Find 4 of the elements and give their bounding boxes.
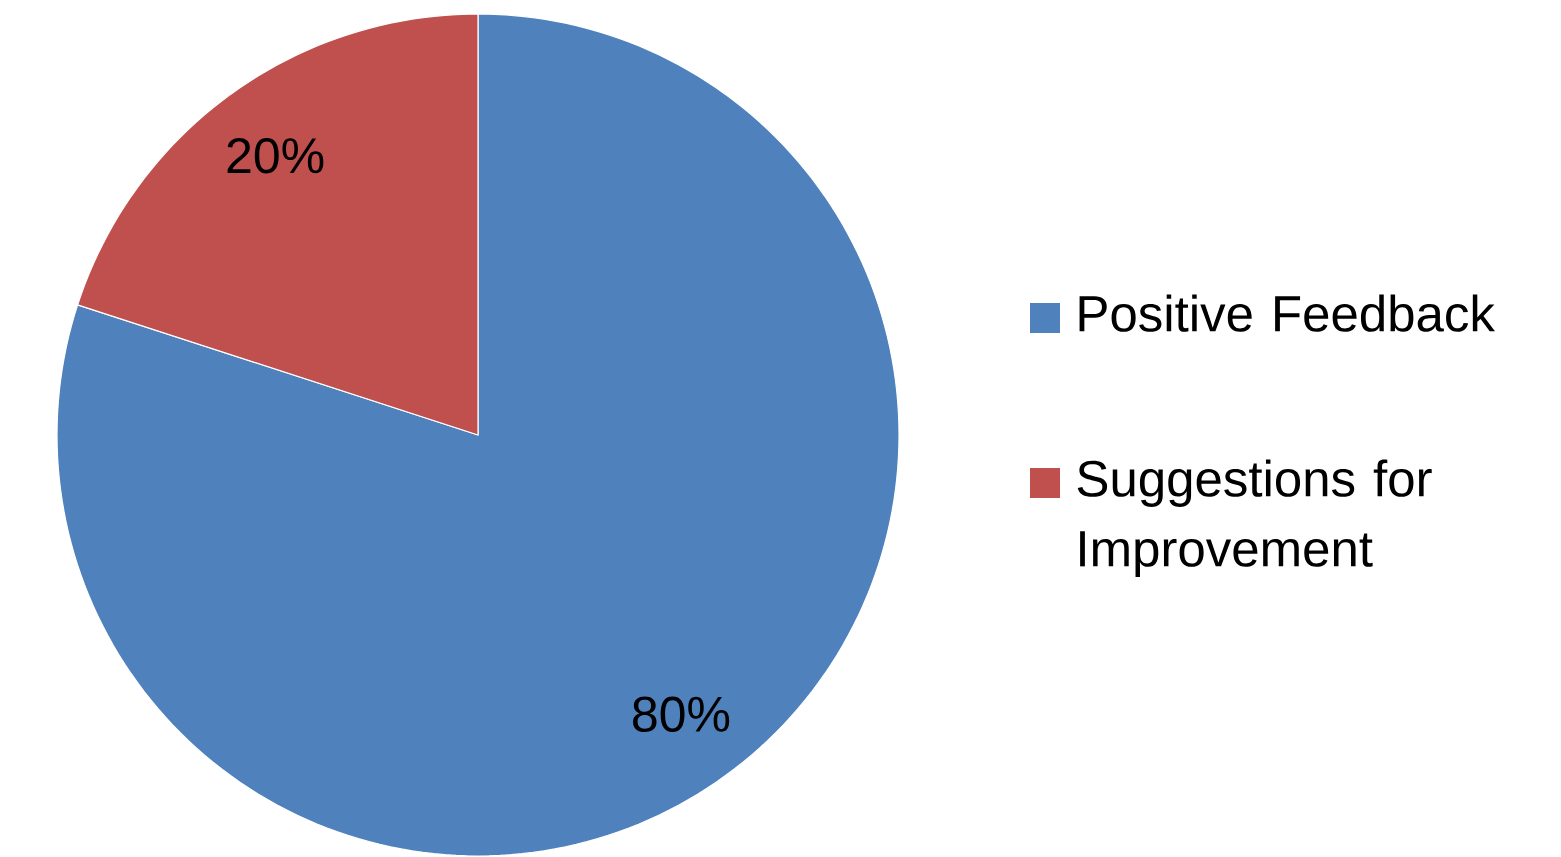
legend-label: Suggestions for Improvement — [1077, 459, 1432, 577]
data-label: 20% — [227, 137, 324, 174]
data-label: 80% — [633, 696, 730, 733]
legend-label: Positive Feedback — [1079, 294, 1495, 332]
